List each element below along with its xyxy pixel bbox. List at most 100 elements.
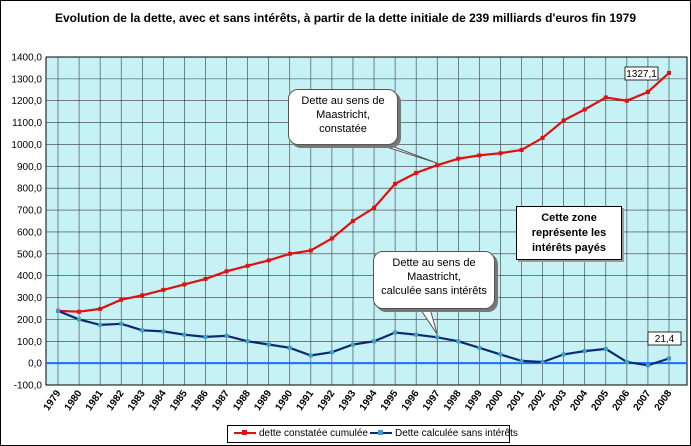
data-point-series-2 [456, 339, 461, 344]
y-tick-label: 800,0 [17, 184, 42, 195]
data-point-series-2 [245, 339, 250, 344]
callout-1-line-1: Dette au sens de [301, 95, 385, 107]
data-point-series-2 [414, 332, 419, 337]
x-tick-label: 1990 [273, 388, 295, 413]
x-tick-label: 1986 [189, 388, 211, 413]
data-point-series-1 [119, 297, 124, 302]
x-tick-label: 2002 [526, 388, 548, 413]
data-point-series-1 [224, 269, 229, 274]
x-tick-label: 1988 [231, 388, 253, 413]
y-tick-label: 500,0 [17, 249, 42, 260]
data-point-series-1 [245, 263, 250, 268]
data-point-series-2 [582, 349, 587, 354]
data-point-series-2 [540, 360, 545, 365]
legend-item-series-1: dette constatée cumulée [234, 428, 368, 439]
x-tick-label: 2006 [611, 388, 633, 413]
data-point-series-1 [645, 89, 650, 94]
data-point-series-2 [393, 330, 398, 335]
legend-swatch-series-1 [234, 430, 256, 436]
x-tick-labels: 1979 1980 1981 1982 1983 1984 1985 1986 1987 1988… [42, 388, 675, 413]
y-tick-label: 1200,0 [11, 96, 42, 107]
data-point-series-2 [56, 308, 60, 313]
series-line-1 [57, 72, 670, 313]
legend-label-series-2: Dette calculée sans intérêts [395, 428, 518, 439]
data-point-series-1 [182, 282, 187, 287]
x-tick-label: 1992 [316, 388, 338, 413]
y-tick-label: 900,0 [17, 162, 42, 173]
data-point-series-2 [203, 334, 208, 339]
data-point-series-1 [519, 147, 524, 152]
series-points [56, 70, 671, 368]
y-tick-label: 1300,0 [11, 74, 42, 85]
x-tick-label: 2007 [632, 388, 654, 413]
note-line-2: représente les [531, 227, 607, 239]
y-tick-label: 1400,0 [11, 53, 42, 64]
note-interets: Cette zone représente les intérêts payés [516, 206, 622, 260]
note-line-3: intérêts payés [532, 242, 606, 254]
x-tick-label: 2004 [568, 388, 590, 413]
x-tick-label: 1987 [210, 388, 232, 413]
data-point-series-1 [393, 181, 398, 186]
data-point-series-2 [561, 352, 566, 357]
y-tick-label: 1100,0 [12, 118, 42, 129]
x-tick-label: 1995 [379, 388, 401, 413]
data-point-series-2 [645, 363, 650, 368]
legend: dette constatée cumulée Dette calculée s… [227, 425, 518, 443]
data-point-series-1 [308, 248, 313, 253]
y-tick-label: 100,0 [17, 337, 42, 348]
x-tick-label: 1989 [252, 388, 274, 413]
data-point-series-2 [182, 332, 187, 337]
x-tick-label: 1983 [126, 388, 148, 413]
data-point-series-2 [140, 328, 145, 333]
callout-1-line-3: constatée [319, 123, 367, 135]
data-point-series-1 [456, 156, 461, 161]
y-tick-label: 400,0 [17, 271, 42, 282]
callout-sans-interets: Dette au sens de Maastricht, calculée sa… [373, 251, 495, 309]
last-value-label-2-box [647, 331, 682, 346]
data-point-series-2 [119, 321, 124, 326]
y-tick-labels: -100,0 0,0 100,0 200,0 300,0 400,0 500,0 600,0 7… [11, 53, 42, 392]
data-point-series-2 [350, 342, 355, 347]
y-tick-label: 200,0 [17, 315, 42, 326]
data-point-series-1 [414, 170, 419, 175]
data-point-series-2 [98, 322, 103, 327]
data-point-series-1 [477, 153, 482, 158]
data-point-series-1 [561, 118, 566, 123]
data-point-series-1 [287, 251, 292, 256]
data-point-series-2 [519, 358, 524, 363]
callout-2-line-2: Maastricht, [407, 271, 461, 283]
data-point-series-1 [203, 276, 208, 281]
data-point-series-2 [287, 345, 292, 350]
legend-label-series-1: dette constatée cumulée [259, 428, 368, 439]
series-line-2 [57, 309, 670, 367]
y-tick-label: 700,0 [17, 206, 42, 217]
legend-item-series-2: Dette calculée sans intérêts [370, 428, 518, 439]
callout-2-line-3: calculée sans intérêts [381, 285, 487, 297]
callout-constatee: Dette au sens de Maastricht, constatée [288, 89, 398, 145]
data-point-series-2 [435, 335, 440, 340]
data-point-series-1 [667, 70, 671, 75]
data-point-series-2 [329, 350, 334, 355]
x-tick-label: 1985 [168, 388, 190, 413]
chart-title: Evolution de la dette, avec et sans inté… [54, 11, 637, 25]
y-tick-label: 300,0 [17, 293, 42, 304]
y-tick-label: -100,0 [14, 381, 43, 392]
data-point-series-2 [372, 339, 377, 344]
data-point-series-1 [266, 258, 271, 263]
data-point-series-1 [372, 205, 377, 210]
x-tick-label: 2001 [505, 388, 527, 413]
x-tick-label: 2008 [653, 388, 675, 413]
x-tick-label: 1979 [42, 388, 64, 413]
note-line-1: Cette zone [541, 212, 597, 224]
x-tick-label: 1999 [463, 388, 485, 413]
data-point-series-1 [350, 219, 355, 223]
data-point-series-1 [77, 309, 82, 314]
data-point-series-1 [540, 135, 545, 140]
data-point-series-1 [498, 151, 503, 156]
x-tick-label: 1996 [400, 388, 422, 413]
data-point-series-2 [624, 360, 629, 365]
last-value-label-1: 1327,1 [626, 69, 657, 80]
x-tick-label: 1997 [421, 388, 443, 413]
data-point-series-1 [98, 306, 103, 311]
